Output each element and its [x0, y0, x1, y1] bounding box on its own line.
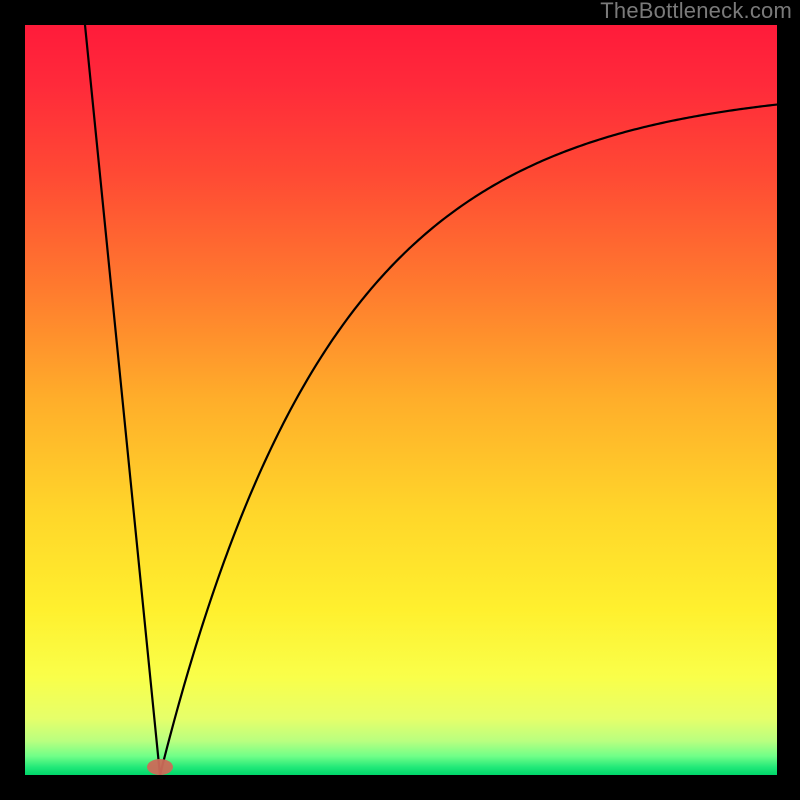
plot-area [25, 25, 777, 775]
ideal-marker [147, 759, 173, 775]
bottleneck-chart [0, 0, 800, 800]
gradient-background [25, 25, 777, 775]
attribution-label: TheBottleneck.com [600, 0, 792, 22]
figure-container: TheBottleneck.com [0, 0, 800, 800]
